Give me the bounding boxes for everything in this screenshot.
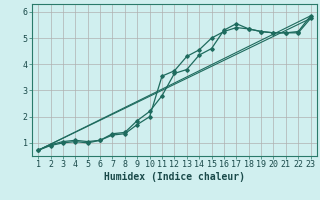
X-axis label: Humidex (Indice chaleur): Humidex (Indice chaleur) xyxy=(104,172,245,182)
